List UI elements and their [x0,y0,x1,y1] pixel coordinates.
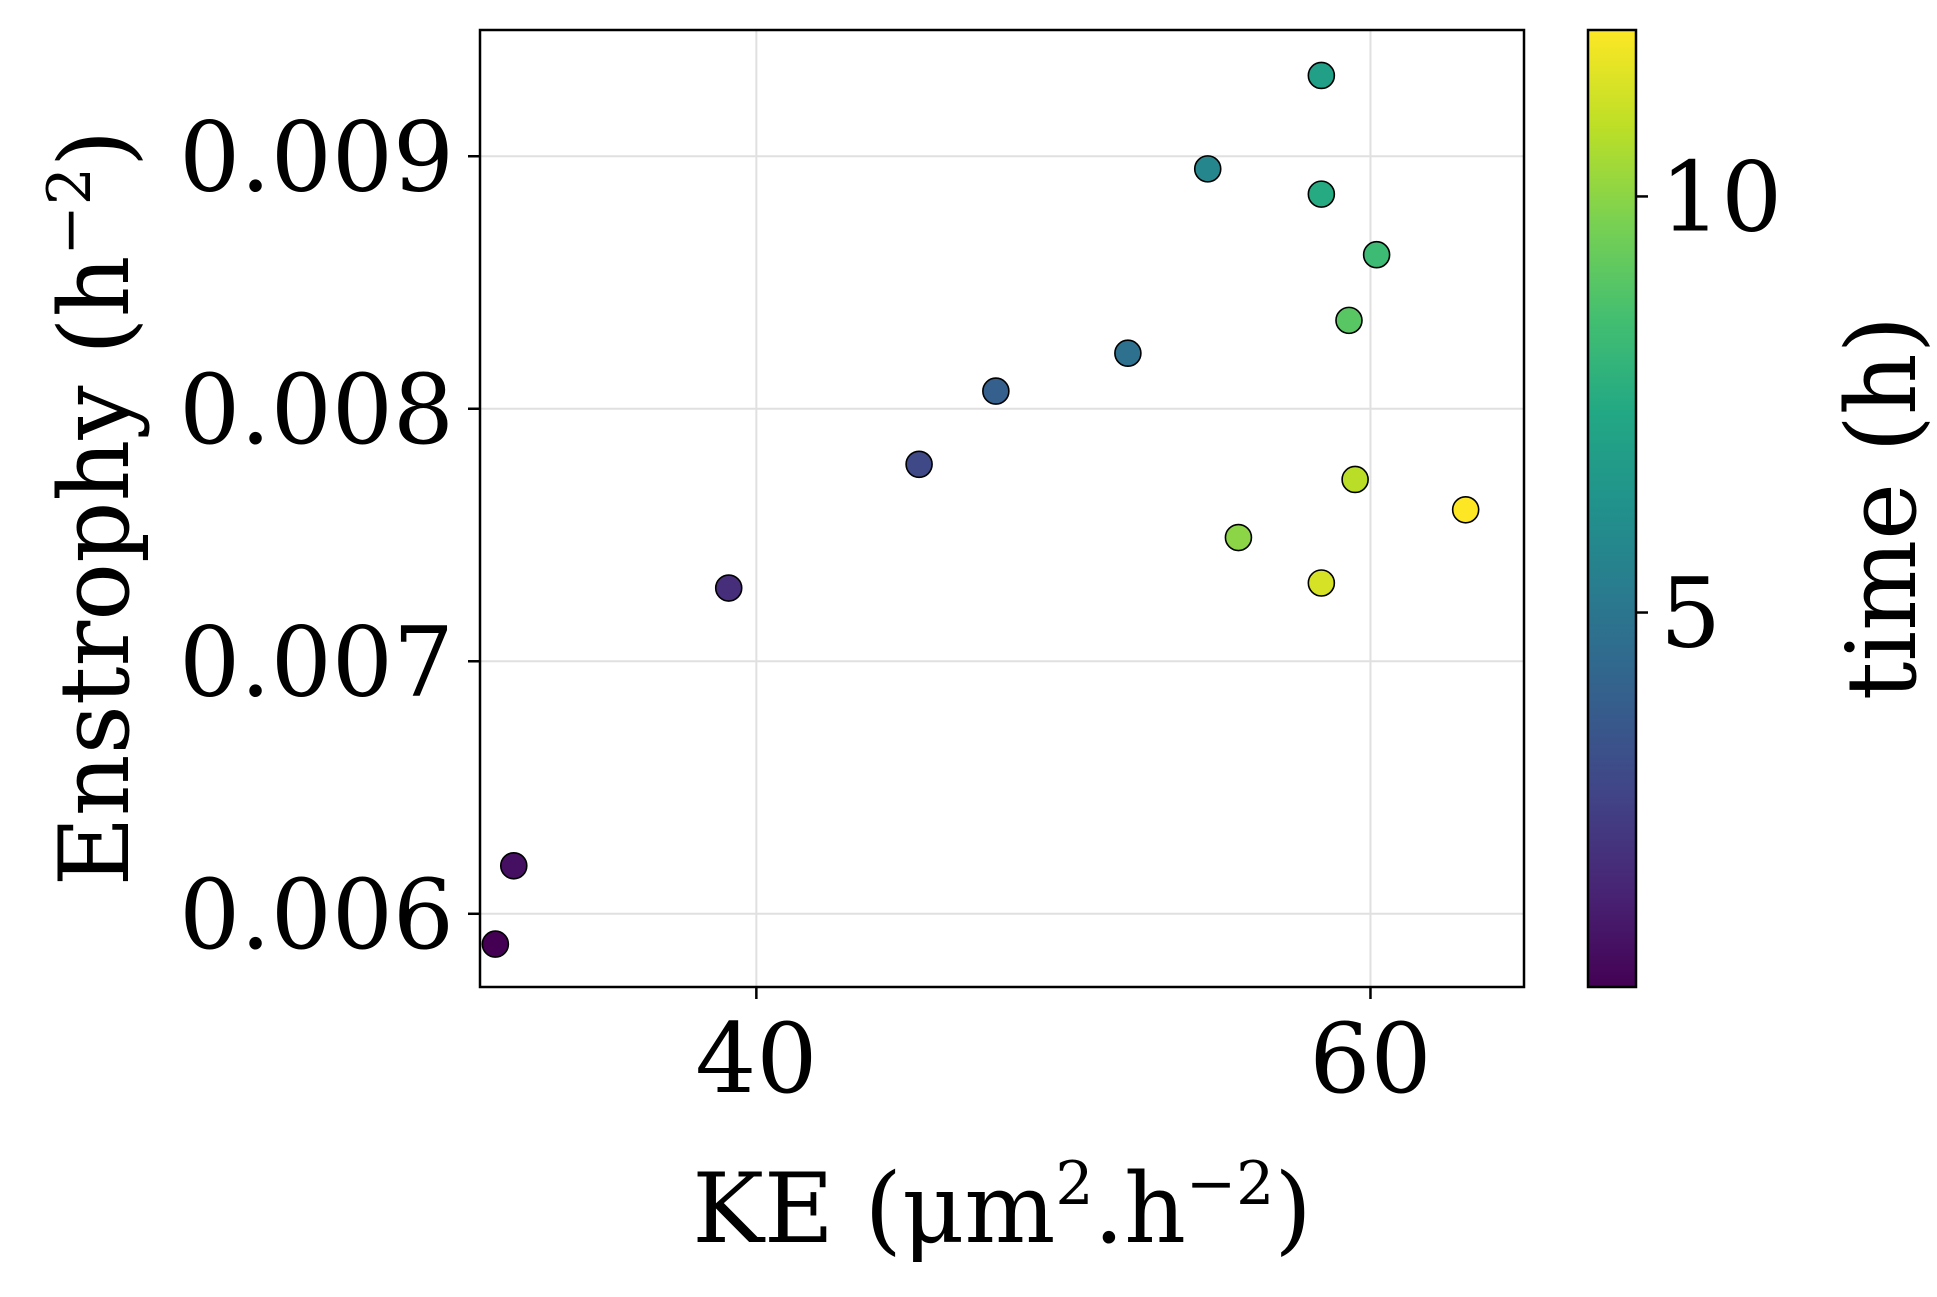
scatter-point [481,930,510,958]
x-axis-title-sup1: 2 [1055,1149,1093,1219]
scatter-point [1362,240,1391,269]
scatter-point [1307,569,1336,597]
data-points [481,61,1480,958]
x-tick-label: 60 [1309,1003,1431,1115]
colorbar-ticks: 5 10 [1636,141,1782,670]
colorbar-tick-label: 5 [1660,558,1721,670]
x-axis-ticks: 40 60 [695,987,1432,1115]
y-axis-ticks: 0.006 0.007 0.008 0.009 [179,101,480,971]
plot-frame [478,28,1526,989]
y-tick-label: 0.006 [179,859,454,971]
colorbar [1586,28,1638,989]
scatter-point [982,377,1010,405]
x-axis-title-main: KE (μm [692,1153,1055,1265]
scatter-point [1451,495,1480,524]
y-axis-title-sup: −2 [35,167,105,255]
y-tick-label: 0.008 [179,354,454,466]
x-axis-title: KE (μm2.h−2) [692,1149,1312,1265]
x-axis-title-sup2: −2 [1186,1149,1274,1219]
scatter-point [905,450,933,479]
scatter-point [1341,465,1369,494]
scatter-point [1193,155,1222,183]
scatter-point [714,574,743,602]
grid-lines [480,30,1524,987]
y-tick-label: 0.007 [179,606,454,718]
scatter-point [499,851,528,880]
scatter-point [1224,523,1253,552]
scatter-point [1114,339,1142,368]
colorbar-title: time (h) [1826,316,1937,700]
y-axis-title: Enstrophy (h−2) [35,130,151,887]
scatter-point [1335,306,1363,335]
y-axis-title-main: Enstrophy (h [39,256,151,887]
x-axis-title-mid: .h [1094,1153,1186,1265]
x-tick-label: 40 [695,1003,817,1115]
x-axis-title-end: ) [1274,1153,1311,1265]
colorbar-tick-label: 10 [1660,141,1782,253]
y-axis-title-end: ) [39,130,151,167]
scatter-point [1307,180,1336,208]
y-tick-label: 0.009 [179,101,454,213]
scatter-point [1307,61,1336,90]
